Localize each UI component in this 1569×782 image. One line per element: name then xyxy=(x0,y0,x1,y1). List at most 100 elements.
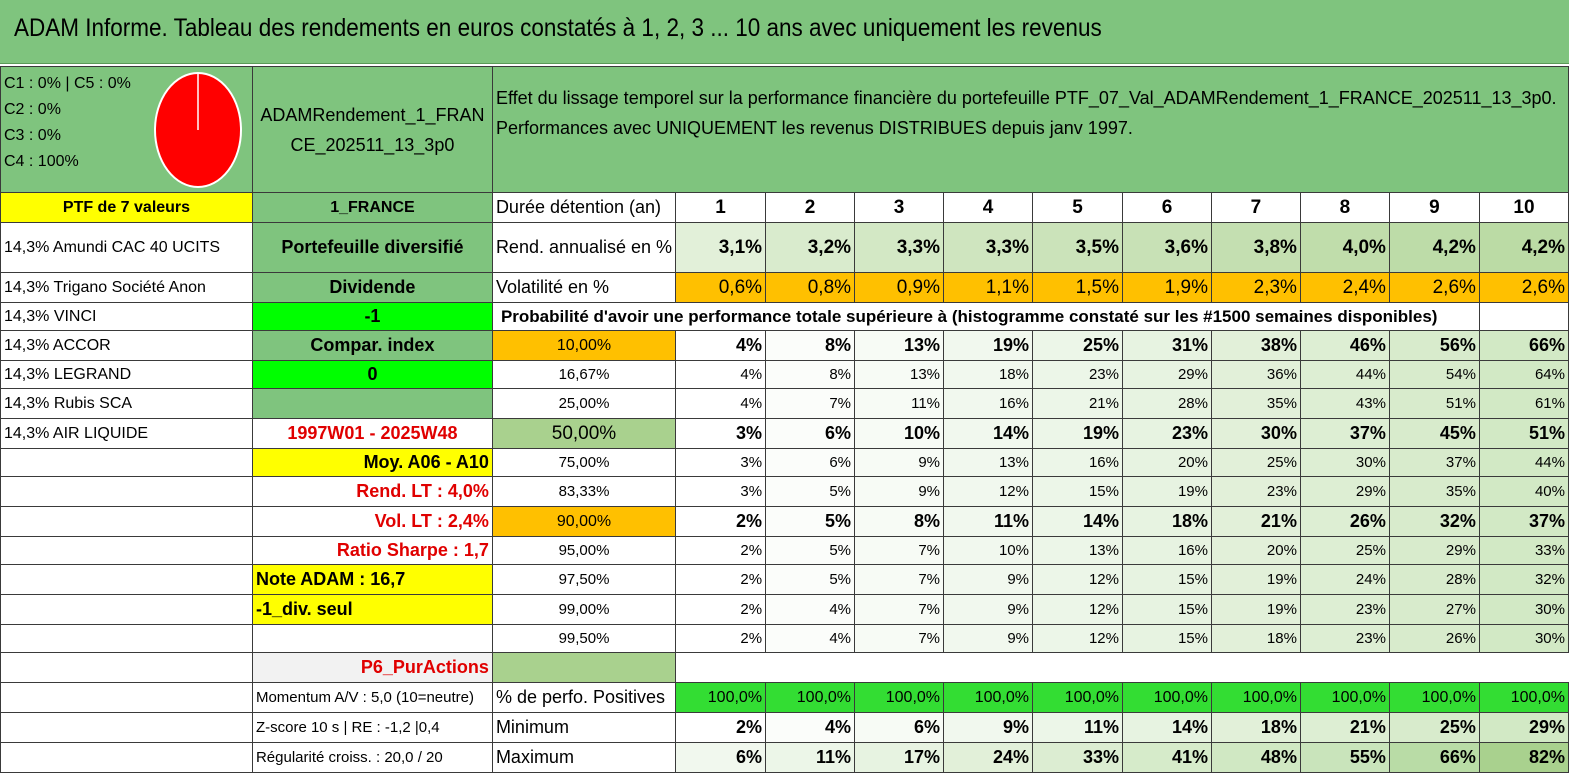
empty-cell xyxy=(0,476,253,507)
rend-value: 3,5% xyxy=(1032,222,1123,273)
report-title-bar: ADAM Informe. Tableau des rendements en … xyxy=(0,0,1569,64)
prob-value: 31% xyxy=(1121,330,1212,361)
prob-value: 23% xyxy=(1210,476,1301,507)
pos-value: 100,0% xyxy=(1478,682,1569,713)
year-header: 1 xyxy=(675,192,767,223)
vol-value: 1,1% xyxy=(943,272,1033,303)
prob-value: 19% xyxy=(1121,476,1212,507)
max-label: Maximum xyxy=(491,742,677,773)
prob-value: 66% xyxy=(1478,330,1569,361)
prob-value: 29% xyxy=(1388,536,1480,565)
prob-value: 2% xyxy=(675,506,767,537)
prob-value: 51% xyxy=(1388,388,1480,419)
rend-value: 3,1% xyxy=(675,222,767,273)
prob-value: 9% xyxy=(854,476,945,507)
prob-value: 61% xyxy=(1478,388,1569,419)
prob-value: 35% xyxy=(1388,476,1480,507)
year-header: 8 xyxy=(1299,192,1390,223)
year-header: 3 xyxy=(854,192,945,223)
pos-value: 100,0% xyxy=(854,682,945,713)
year-header: 2 xyxy=(765,192,856,223)
prob-value: 4% xyxy=(765,594,856,625)
prob-value: 18% xyxy=(943,360,1033,389)
prob-value: 3% xyxy=(675,476,767,507)
note-adam-label: Note ADAM : 16,7 xyxy=(251,564,493,595)
composition-line-4: C4 : 100% xyxy=(4,153,79,170)
prob-value: 32% xyxy=(1478,564,1569,595)
prob-value: 51% xyxy=(1478,418,1569,449)
vol-value: 2,4% xyxy=(1299,272,1390,303)
max-value: 82% xyxy=(1478,742,1569,773)
prob-threshold: 16,67% xyxy=(491,360,677,389)
min-value: 11% xyxy=(1032,712,1123,743)
max-value: 24% xyxy=(943,742,1033,773)
country-label: 1_FRANCE xyxy=(251,192,493,223)
prob-threshold: 10,00% xyxy=(491,330,677,361)
report-title: ADAM Informe. Tableau des rendements en … xyxy=(14,14,1102,42)
vol-label: Volatilité en % xyxy=(491,272,677,303)
prob-value: 23% xyxy=(1032,360,1123,389)
blank-area xyxy=(675,652,1569,683)
empty-cell xyxy=(0,564,253,595)
year-header: 9 xyxy=(1388,192,1480,223)
prob-threshold: 50,00% xyxy=(491,418,677,449)
empty-green-cell xyxy=(251,388,493,419)
p6-label: P6_PurActions xyxy=(251,652,493,683)
prob-value: 2% xyxy=(675,536,767,565)
prob-value: 12% xyxy=(1032,624,1123,653)
max-value: 55% xyxy=(1299,742,1390,773)
div-seul-label: -1_div. seul xyxy=(251,594,493,625)
prob-value: 14% xyxy=(1032,506,1123,537)
prob-value: 13% xyxy=(943,448,1033,477)
prob-value: 7% xyxy=(854,624,945,653)
prob-value: 8% xyxy=(854,506,945,537)
prob-value: 7% xyxy=(854,564,945,595)
max-value: 6% xyxy=(675,742,767,773)
prob-value: 27% xyxy=(1388,594,1480,625)
prob-value: 21% xyxy=(1032,388,1123,419)
prob-value: 26% xyxy=(1388,624,1480,653)
composition-line-3: C3 : 0% xyxy=(4,127,61,144)
rend-lt-label: Rend. LT : 4,0% xyxy=(251,476,493,507)
prob-value: 11% xyxy=(943,506,1033,537)
composition-line-1: C1 : 0% | C5 : 0% xyxy=(4,75,131,92)
prob-value: 20% xyxy=(1210,536,1301,565)
compar-value: 0 xyxy=(251,360,493,389)
prob-value: 35% xyxy=(1210,388,1301,419)
empty-cell xyxy=(0,682,253,713)
empty-cell xyxy=(251,624,493,653)
prob-value: 30% xyxy=(1478,624,1569,653)
prob-value: 9% xyxy=(854,448,945,477)
prob-value: 19% xyxy=(943,330,1033,361)
prob-value: 5% xyxy=(765,564,856,595)
prob-value: 45% xyxy=(1388,418,1480,449)
empty-cell xyxy=(0,536,253,565)
min-value: 29% xyxy=(1478,712,1569,743)
pos-value: 100,0% xyxy=(1388,682,1480,713)
vol-lt-label: Vol. LT : 2,4% xyxy=(251,506,493,537)
prob-value: 28% xyxy=(1121,388,1212,419)
prob-value: 38% xyxy=(1210,330,1301,361)
prob-value: 7% xyxy=(854,594,945,625)
year-header: 6 xyxy=(1121,192,1212,223)
prob-value: 7% xyxy=(854,536,945,565)
prob-value: 25% xyxy=(1210,448,1301,477)
empty-cell xyxy=(0,712,253,743)
max-value: 33% xyxy=(1032,742,1123,773)
prob-value: 12% xyxy=(943,476,1033,507)
momentum-label: Momentum A/V : 5,0 (10=neutre) xyxy=(251,682,493,713)
rend-value: 3,6% xyxy=(1121,222,1212,273)
rend-value: 4,0% xyxy=(1299,222,1390,273)
prob-value: 30% xyxy=(1478,594,1569,625)
prob-value: 6% xyxy=(765,448,856,477)
prob-value: 19% xyxy=(1210,564,1301,595)
prob-value: 24% xyxy=(1299,564,1390,595)
prob-value: 37% xyxy=(1299,418,1390,449)
pos-value: 100,0% xyxy=(1121,682,1212,713)
prob-value: 56% xyxy=(1388,330,1480,361)
holding-item: 14,3% VINCI xyxy=(0,302,253,331)
holding-item: 14,3% Trigano Société Anon xyxy=(0,272,253,303)
prob-threshold: 99,00% xyxy=(491,594,677,625)
prob-value: 54% xyxy=(1388,360,1480,389)
